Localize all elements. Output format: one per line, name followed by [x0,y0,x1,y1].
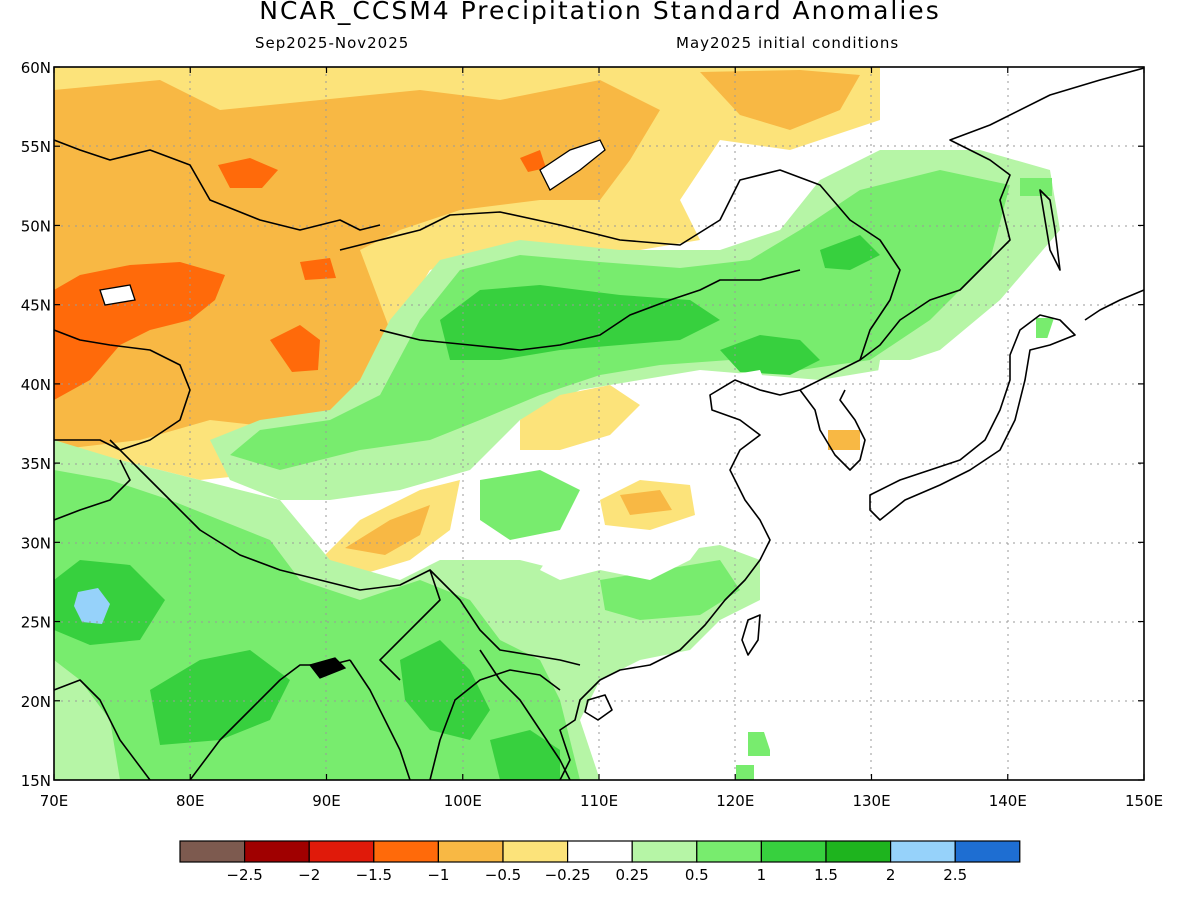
longitude-labels: 70E 80E 90E 100E 110E 120E 130E 140E 150E [40,792,1163,810]
lon-label-100E: 100E [444,792,482,810]
coastline-sakhalin [1039,189,1061,271]
border-china-north [339,169,901,361]
anomaly-area-very-dry-a [218,158,278,188]
lon-label-140E: 140E [989,792,1027,810]
coastline-hainan [584,694,613,721]
colorbar-swatch-10 [825,840,892,863]
colorbar-label: −0.5 [485,866,521,884]
colorbar-swatch-9 [760,840,827,863]
lon-label-70E: 70E [40,792,69,810]
lat-label-40N: 40N [21,376,51,394]
colorbar [179,840,1021,863]
initial-conditions: May2025 initial conditions [676,34,900,52]
forecast-period: Sep2025-Nov2025 [255,34,410,52]
coastline-kamchatka-kuril [1084,289,1144,321]
colorbar-swatch-0 [179,840,246,863]
colorbar-swatch-12 [954,840,1021,863]
lat-label-45N: 45N [21,297,51,315]
anomaly-area-dry-tibet-core [345,505,430,555]
anomaly-area-very-dry-c [300,258,336,280]
lat-label-60N: 60N [21,59,51,77]
colorbar-label: 2.5 [943,866,967,884]
lake-baikal [539,139,606,191]
anomaly-area-very-dry-d [520,150,546,172]
anomaly-area-wet-philippines [748,732,770,756]
anomaly-area-strong-wet-indochina [490,730,560,780]
colorbar-label: 2 [886,866,896,884]
colorbar-swatch-7 [631,840,698,863]
lon-label-90E: 90E [312,792,341,810]
lon-label-80E: 80E [176,792,205,810]
border-central-asia [54,329,191,451]
lake-balkhash [99,284,136,306]
anomaly-area-neutral-pacific [860,360,1144,520]
anomaly-area-wet-kamchatka [1020,178,1052,196]
lat-label-50N: 50N [21,217,51,235]
coastline-asia-east [559,67,1144,780]
latitude-labels: 60N 55N 50N 45N 40N 35N 30N 25N 20N 15N [21,59,51,790]
anomaly-area-strong-wet-ne [720,335,820,375]
border-russia-kazakh [54,139,381,231]
coastline-taiwan [741,614,761,656]
lat-label-15N: 15N [21,772,51,790]
anomaly-area-dry-central-c [620,490,672,515]
lat-label-30N: 30N [21,534,51,552]
anomaly-area-very-dry-b [270,325,320,372]
anomaly-area-wet-china-east [480,470,580,540]
lat-label-55N: 55N [21,138,51,156]
anomaly-area-dry-east [700,70,860,130]
anomaly-area-dry-central-a [520,385,640,450]
lon-label-130E: 130E [852,792,890,810]
anomaly-area-dry [54,80,660,450]
anomaly-area-very-dry-kazakhstan [54,262,225,400]
anomaly-area-wet-luzon [736,765,754,780]
colorbar-swatch-4 [437,840,504,863]
colorbar-swatch-8 [696,840,762,863]
lon-label-150E: 150E [1125,792,1163,810]
colorbar-label: 1.5 [814,866,838,884]
anomaly-area-strong-wet-india-b [150,650,290,745]
coastline-indochina [349,659,561,780]
colorbar-label: 1 [757,866,767,884]
border-himalaya [109,439,441,681]
colorbar-label: 0.25 [615,866,648,884]
anomaly-area-neutral-east [540,370,780,580]
colorbar-labels: −2.5 −2 −1.5 −1 −0.5 −0.25 0.25 0.5 1 1.5 2 2.5 [226,866,967,884]
colorbar-label: 0.5 [685,866,709,884]
anomaly-area-strong-wet-india-a [54,560,165,645]
map-title: NCAR_CCSM4 Precipitation Standard Anomal… [259,0,941,25]
border-mongolia-south [379,269,801,351]
colorbar-swatch-5 [502,840,569,863]
anomaly-area-neutral-northeast [890,67,1144,360]
colorbar-label: −1.5 [356,866,392,884]
anomaly-area-neutral-ocean [760,520,1144,780]
border-china-south [429,569,581,666]
lat-label-25N: 25N [21,614,51,632]
border-india-pakistan [54,459,131,521]
colorbar-label: −2 [298,866,320,884]
lat-label-35N: 35N [21,455,51,473]
axis-ticks [53,66,1145,781]
anomaly-area-max-wet-india [74,588,110,624]
lon-label-120E: 120E [716,792,754,810]
anomaly-area-strong-wet-manchuria [820,235,880,270]
colorbar-swatch-6 [566,840,633,863]
anomaly-area-dry-korea [828,430,860,450]
colorbar-swatch-11 [889,840,956,863]
bay-of-bengal-delta [308,657,347,679]
colorbar-label: −0.25 [545,866,591,884]
anomaly-area-strong-wet-myanmar [400,640,490,740]
colorbar-label: −1 [427,866,449,884]
colorbar-swatch-1 [244,840,310,863]
coastline-korea [799,389,866,471]
border-indochina [479,649,571,780]
colorbar-swatch-2 [308,840,375,863]
colorbar-swatch-3 [373,840,439,863]
lon-label-110E: 110E [580,792,618,810]
coastline-japan [869,314,1076,521]
anomaly-area-strong-wet-mongolia [440,285,720,360]
colorbar-label: −2.5 [226,866,262,884]
lat-label-20N: 20N [21,693,51,711]
